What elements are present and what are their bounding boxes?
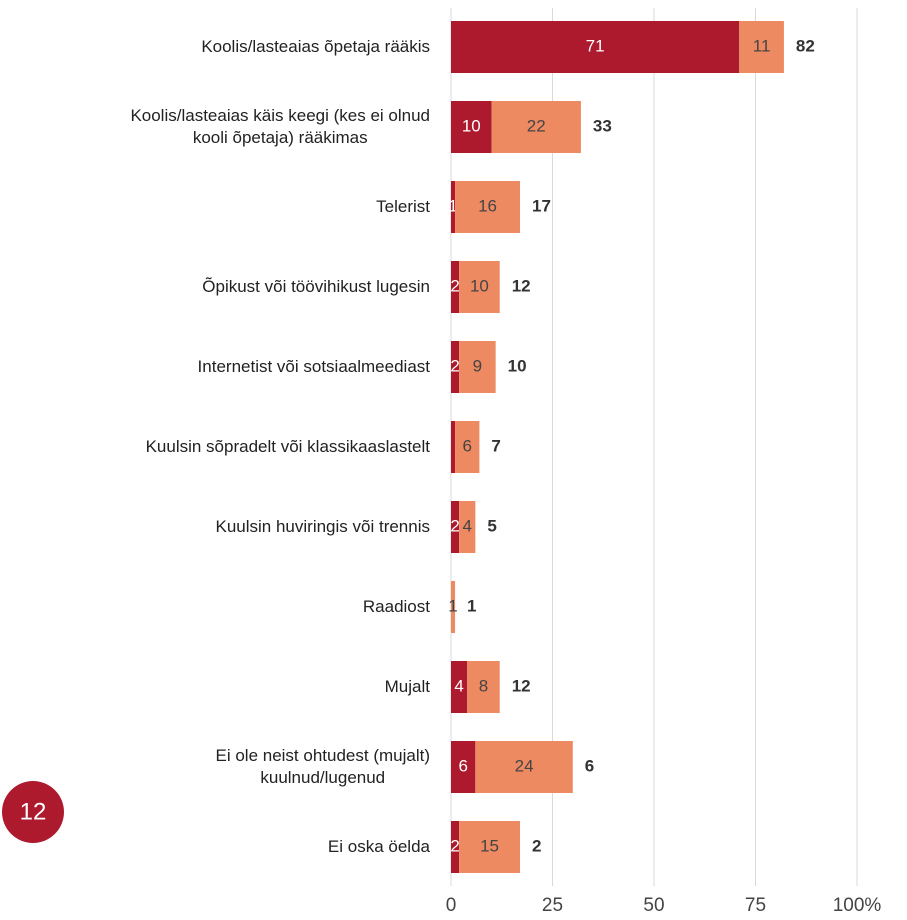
bar-segment	[475, 741, 573, 793]
total-label: 17	[532, 196, 551, 215]
value-label: 10	[462, 116, 481, 135]
value-label: 11	[753, 36, 771, 55]
x-tick-label: 25	[542, 895, 563, 916]
value-label: 2	[450, 836, 459, 855]
bar-segment	[459, 261, 500, 313]
category-label: Raadiost	[362, 597, 430, 616]
value-label: 6	[458, 756, 467, 775]
category-label: Kuulsin huviringis või trennis	[215, 517, 431, 536]
total-label: 1	[467, 596, 476, 615]
total-label: 5	[487, 516, 496, 535]
bar-segment	[459, 501, 476, 553]
bar-segment	[451, 581, 456, 633]
category-label: Koolis/lasteaias käis keegi (kes ei olnu…	[130, 106, 430, 147]
category-label: Ei ole neist ohtudest (mujalt) kuulnud/l…	[215, 746, 431, 787]
value-label: 4	[454, 676, 463, 695]
bar-segment	[451, 421, 456, 473]
bar-segment	[451, 181, 456, 233]
total-label: 33	[593, 116, 612, 135]
category-label: Internetist või sotsiaalmeediast	[197, 357, 430, 376]
bar-segment	[459, 341, 496, 393]
value-label: 71	[586, 36, 605, 55]
x-tick-label: 75	[745, 895, 766, 916]
value-label: 2	[450, 516, 459, 535]
bar-segment	[467, 661, 500, 713]
category-label: Kuulsin sõpradelt või klassikaaslastelt	[145, 437, 430, 456]
bar-segment	[451, 261, 460, 313]
total-label: 12	[512, 676, 531, 695]
bar-segment	[451, 21, 740, 73]
bar-segment	[451, 741, 476, 793]
category-label: Ei oska öelda	[327, 837, 430, 856]
bar-segment	[491, 101, 581, 153]
bar-segment	[451, 661, 468, 713]
value-label: 4	[463, 516, 472, 535]
x-tick-label: 0	[446, 895, 457, 916]
value-label: 22	[527, 116, 546, 135]
total-label: 12	[512, 276, 531, 295]
value-label: 10	[470, 276, 489, 295]
value-label: 15	[480, 836, 499, 855]
bar-segment	[455, 421, 480, 473]
bar-segment	[451, 341, 460, 393]
category-label: Mujalt	[384, 677, 430, 696]
value-label: 24	[515, 756, 534, 775]
value-label: 2	[450, 356, 459, 375]
x-tick-label: 100%	[833, 895, 882, 916]
x-tick-label: 50	[643, 895, 664, 916]
bar-segment	[739, 21, 784, 73]
value-label: 6	[463, 436, 472, 455]
total-label: 2	[532, 836, 541, 855]
value-label: 9	[473, 356, 482, 375]
total-label: 6	[585, 756, 594, 775]
value-label: 8	[479, 676, 488, 695]
value-label: 2	[450, 276, 459, 295]
category-label: Koolis/lasteaias õpetaja rääkis	[201, 37, 430, 56]
value-label: 16	[478, 196, 497, 215]
value-label: 1	[448, 196, 457, 215]
value-label: 1	[448, 596, 457, 615]
total-label: 7	[491, 436, 500, 455]
category-label: Telerist	[376, 197, 430, 216]
bar-segment	[451, 501, 460, 553]
bar-segment	[459, 821, 521, 873]
total-label: 82	[796, 36, 815, 55]
category-label: Õpikust või töövihikust lugesin	[202, 277, 430, 296]
bar-segment	[455, 181, 521, 233]
page-number: 12	[20, 798, 47, 825]
total-label: 10	[508, 356, 527, 375]
bar-segment	[451, 101, 492, 153]
page-badge	[2, 781, 64, 843]
bar-segment	[451, 821, 460, 873]
